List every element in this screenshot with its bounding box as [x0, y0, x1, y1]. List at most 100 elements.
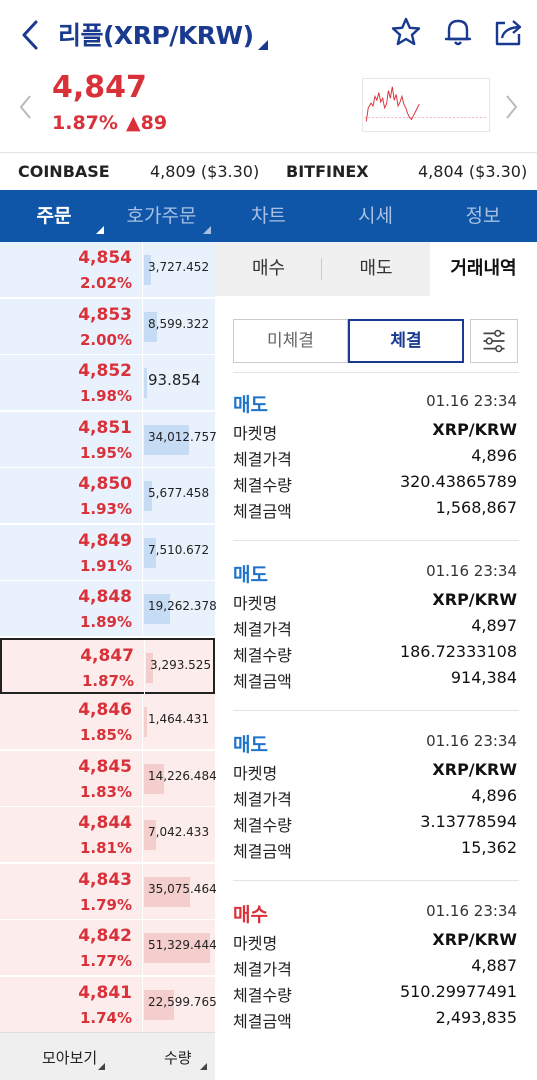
group-view-button[interactable]: 모아보기 [42, 1049, 98, 1067]
volume-bar [144, 424, 189, 455]
price-summary: 4,847 1.87% ▲89 [0, 70, 537, 152]
orderbook-row[interactable]: 4,848 1.89% 19,262.378 [0, 581, 217, 637]
bell-icon[interactable] [442, 16, 474, 48]
trade-field-label: 체결가격 [233, 960, 292, 979]
top-header: 리플(XRP/KRW) [0, 0, 537, 70]
tab-label: 시세 [358, 205, 393, 227]
exchange-compare-bar: COINBASE 4,809 ($3.30) BITFINEX 4,804 ($… [0, 152, 537, 190]
orderbook-percent: 1.81% [79, 839, 132, 857]
trade-field-label: 체결금액 [233, 1012, 292, 1031]
trade-side: 매도 [233, 734, 268, 756]
orderbook-price: 4,851 [78, 417, 132, 438]
orderbook-row[interactable]: 4,841 1.74% 22,599.765 [0, 976, 217, 1033]
trade-entry: 매수 01.16 23:34 마켓명 XRP/KRW 체결가격 4,887 체결수량 510.… [233, 900, 519, 1068]
orderbook-row[interactable]: 4,847 1.87% 3,293.525 [0, 637, 215, 695]
volume-bar [144, 311, 157, 342]
quantity-toggle-button[interactable]: 수량 [164, 1049, 192, 1067]
orderbook-qty-cell: 14,226.484 [144, 751, 217, 806]
prev-chevron-icon[interactable] [18, 94, 32, 120]
trade-field-value: XRP/KRW [432, 930, 517, 949]
pending-orders-button[interactable]: 미체결 [233, 319, 348, 363]
orderbook-percent: 1.98% [79, 387, 132, 405]
orderbook-percent: 1.79% [79, 895, 132, 914]
orderbook-row[interactable]: 4,845 1.83% 14,226.484 [0, 750, 217, 807]
volume-bar [144, 537, 156, 568]
orderbook-percent: 1.74% [79, 1008, 132, 1027]
mini-price-chart[interactable] [362, 78, 490, 132]
orderbook-row[interactable]: 4,853 2.00% 8,599.322 [0, 298, 215, 355]
orderbook-price-cell: 4,853 2.00% [0, 298, 143, 354]
back-chevron-icon[interactable] [18, 18, 42, 52]
trade-field-label: 체결수량 [233, 646, 292, 665]
orderbook-row[interactable]: 4,850 1.93% 5,677.458 [0, 468, 215, 524]
orderbook-row[interactable]: 4,851 1.95% 34,012.757 [0, 411, 217, 468]
orderbook-price-cell: 4,846 1.85% [0, 694, 143, 749]
orderbook-qty-cell: 1,464.431 [144, 694, 215, 749]
tab-trade-history[interactable]: 거래내역 [430, 242, 537, 296]
next-chevron-icon[interactable] [505, 94, 519, 120]
orderbook-price-cell: 4,854 2.02% [0, 242, 143, 297]
trade-field-value: 4,896 [471, 446, 517, 465]
current-price: 4,847 [52, 70, 147, 105]
orderbook-price-cell: 4,850 1.93% [0, 468, 143, 523]
trade-entry: 매도 01.16 23:34 마켓명 XRP/KRW 체결가격 4,897 체결수량 186.… [233, 560, 519, 728]
tab-orderbook-order[interactable]: 호가주문 [108, 190, 215, 242]
tab-label: 차트 [251, 205, 286, 227]
orderbook-price-cell: 4,849 1.91% [0, 524, 143, 580]
trade-field-label: 마켓명 [233, 764, 278, 783]
trade-field-value: 510.29977491 [399, 982, 517, 1001]
tab-chart[interactable]: 차트 [215, 190, 322, 242]
volume-bar [146, 652, 153, 683]
volume-bar [144, 763, 164, 794]
tab-label: 호가주문 [126, 205, 197, 227]
orderbook-qty-cell: 7,510.672 [144, 525, 215, 580]
trade-field-value: 4,887 [471, 956, 517, 975]
orderbook-qty-cell: 22,599.765 [144, 977, 217, 1032]
trade-time: 01.16 23:34 [426, 392, 517, 410]
tab-market[interactable]: 시세 [322, 190, 429, 242]
orderbook-row[interactable]: 4,846 1.85% 1,464.431 [0, 694, 215, 750]
orderbook-row[interactable]: 4,842 1.77% 51,329.444 [0, 920, 217, 976]
exchange-name: COINBASE [18, 162, 110, 181]
star-icon[interactable] [390, 16, 422, 48]
orderbook-price: 4,847 [80, 645, 134, 666]
orderbook-percent: 1.77% [79, 952, 132, 970]
trade-field-label: 체결금액 [233, 672, 292, 691]
filter-settings-icon[interactable] [470, 319, 518, 363]
tab-info[interactable]: 정보 [429, 190, 537, 242]
order-tab-bar: 매수 매도 거래내역 [215, 242, 537, 296]
tab-sell[interactable]: 매도 [322, 242, 430, 296]
volume-bar [144, 876, 190, 907]
orderbook-price: 4,843 [78, 869, 132, 890]
orderbook-qty-cell: 7,042.433 [144, 807, 215, 862]
orderbook-qty: 51,329.444 [148, 938, 217, 952]
page-title[interactable]: 리플(XRP/KRW) [58, 21, 254, 50]
filled-orders-button[interactable]: 체결 [348, 319, 464, 363]
trade-field-label: 체결가격 [233, 450, 292, 469]
share-icon[interactable] [492, 16, 524, 48]
tab-order[interactable]: 주문 [0, 190, 108, 242]
volume-bar [144, 820, 156, 850]
volume-bar [144, 368, 147, 398]
trade-entry: 매도 01.16 23:34 마켓명 XRP/KRW 체결가격 4,896 체결수량 320.… [233, 390, 519, 558]
volume-bar [144, 707, 147, 737]
orderbook-price: 4,853 [78, 304, 132, 325]
orderbook-percent: 1.83% [79, 782, 132, 801]
trade-field-value: 15,362 [461, 838, 517, 857]
trade-field-label: 체결가격 [233, 790, 292, 809]
trade-field-value: 1,568,867 [435, 498, 517, 517]
orderbook-row[interactable]: 4,843 1.79% 35,075.464 [0, 863, 217, 920]
orderbook-qty-cell: 35,075.464 [144, 864, 217, 919]
orderbook-row[interactable]: 4,854 2.02% 3,727.452 [0, 242, 215, 298]
trade-field-value: XRP/KRW [432, 760, 517, 779]
orderbook-row[interactable]: 4,844 1.81% 7,042.433 [0, 807, 215, 863]
tab-dropdown-icon [96, 226, 104, 234]
orderbook-row[interactable]: 4,849 1.91% 7,510.672 [0, 524, 215, 581]
orderbook-qty: 3,727.452 [148, 260, 210, 274]
orderbook-percent: 1.95% [79, 443, 132, 462]
orderbook-row[interactable]: 4,852 1.98% 93.854 [0, 355, 215, 411]
title-dropdown-icon[interactable] [258, 40, 268, 50]
exchange-price: 4,809 ($3.30) [150, 162, 260, 181]
tab-buy[interactable]: 매수 [215, 242, 322, 296]
trade-time: 01.16 23:34 [426, 902, 517, 920]
